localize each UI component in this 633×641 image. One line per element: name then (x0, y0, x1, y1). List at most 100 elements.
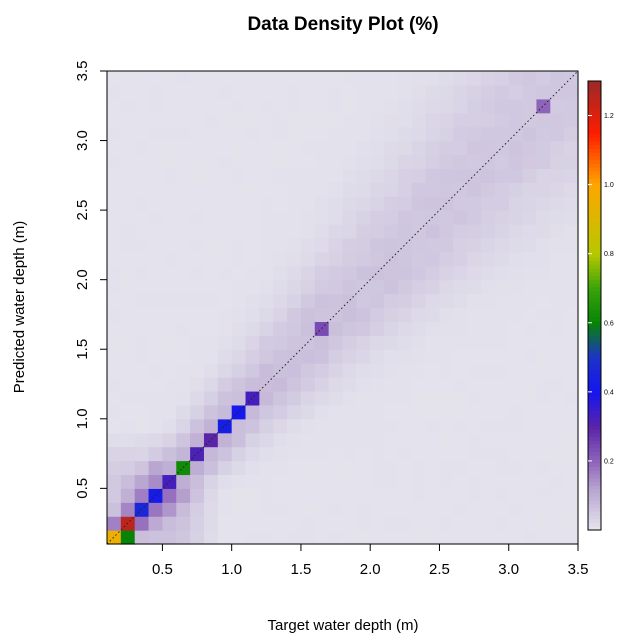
heatmap-cell (162, 84, 177, 100)
heatmap-cell (148, 404, 164, 420)
heatmap-cell (300, 140, 316, 156)
heatmap-cell (107, 126, 122, 142)
heatmap-cell (120, 307, 136, 323)
heatmap-cell (328, 377, 344, 392)
heatmap-cell (203, 363, 219, 378)
colorbar-step (588, 253, 601, 258)
heatmap-cell (550, 502, 565, 517)
heatmap-cell (259, 168, 274, 183)
heatmap-cell (481, 363, 496, 378)
heatmap-cell (439, 488, 454, 503)
heatmap-cell (356, 460, 371, 476)
heatmap-cell (231, 363, 247, 378)
heatmap-cell (190, 502, 205, 517)
heatmap-cell (370, 293, 385, 309)
colorbar-step (588, 88, 601, 93)
heatmap-cell (203, 251, 219, 267)
heatmap-cell (411, 293, 427, 309)
heatmap-cell (134, 516, 150, 531)
heatmap-cell (231, 349, 247, 364)
heatmap-cell (273, 349, 288, 364)
heatmap-cell (453, 530, 468, 545)
heatmap-cell (467, 224, 482, 239)
heatmap-cell (370, 377, 385, 392)
heatmap-cell (536, 377, 551, 392)
heatmap-cell (107, 474, 122, 489)
colorbar-step (588, 286, 601, 292)
heatmap-cell (259, 237, 274, 253)
colorbar-step (588, 294, 601, 299)
heatmap-cell (453, 126, 468, 142)
heatmap-cell (522, 154, 538, 169)
heatmap-cell (190, 71, 205, 86)
heatmap-cell (342, 530, 357, 545)
heatmap-cell (550, 251, 565, 267)
heatmap-cell (328, 126, 344, 142)
heatmap-cell (134, 377, 150, 392)
heatmap-cell (162, 140, 177, 156)
heatmap-cell (231, 335, 247, 350)
heatmap-cell (134, 182, 150, 197)
heatmap-cell (342, 321, 357, 336)
heatmap-cell (203, 293, 219, 309)
heatmap-cell (120, 182, 136, 197)
heatmap-cell (342, 418, 357, 434)
heatmap-cell (134, 224, 150, 239)
heatmap-cell (342, 196, 357, 211)
heatmap-cell (245, 502, 260, 517)
heatmap-cell (259, 349, 274, 364)
heatmap-cell (314, 474, 330, 489)
heatmap-cell (287, 265, 302, 281)
heatmap-cell (453, 84, 468, 100)
heatmap-cell (148, 154, 164, 169)
colorbar-step (588, 122, 601, 127)
colorbar-step (588, 152, 601, 157)
heatmap-cell (481, 418, 496, 434)
heatmap-cell (439, 502, 454, 517)
heatmap-cell (176, 71, 191, 86)
colorbar-step (588, 503, 601, 509)
heatmap-cell (425, 460, 441, 476)
heatmap-cell (384, 460, 399, 476)
heatmap-cell (162, 168, 177, 183)
heatmap-cell (370, 210, 385, 225)
heatmap-cell (453, 446, 468, 462)
heatmap-cell (550, 390, 565, 406)
heatmap-cell (425, 293, 441, 309)
heatmap-cell (467, 71, 482, 86)
colorbar-step (588, 496, 601, 501)
heatmap-cell (425, 196, 441, 211)
heatmap-cell (508, 168, 524, 183)
heatmap-cell (217, 168, 233, 183)
heatmap-cell (107, 112, 122, 128)
heatmap-cell (203, 168, 219, 183)
heatmap-cell (439, 224, 454, 239)
heatmap-cell (107, 377, 122, 392)
heatmap-cell (425, 126, 441, 142)
heatmap-cell (536, 168, 551, 183)
heatmap-cell (342, 224, 357, 239)
heatmap-cell (287, 251, 302, 267)
heatmap-cell (384, 168, 399, 183)
heatmap-cell (259, 182, 274, 197)
heatmap-cell (328, 363, 344, 378)
heatmap-cell (314, 432, 330, 448)
heatmap-cell (550, 182, 565, 197)
heatmap-cell (176, 251, 191, 267)
heatmap-cell (314, 516, 330, 531)
colorbar-step (588, 305, 601, 310)
heatmap-cell (522, 502, 538, 517)
heatmap-cell (397, 279, 413, 295)
heatmap-cell (217, 349, 233, 364)
heatmap-cell (162, 265, 177, 281)
heatmap-cell (259, 446, 274, 462)
heatmap-cell (370, 363, 385, 378)
colorbar-step (588, 163, 601, 168)
heatmap-cell (287, 474, 302, 489)
heatmap-cell (300, 474, 316, 489)
heatmap-cell (550, 377, 565, 392)
heatmap-cell (384, 140, 399, 156)
heatmap-cell (148, 98, 164, 114)
colorbar-step (588, 114, 601, 120)
heatmap-cell (550, 224, 565, 239)
